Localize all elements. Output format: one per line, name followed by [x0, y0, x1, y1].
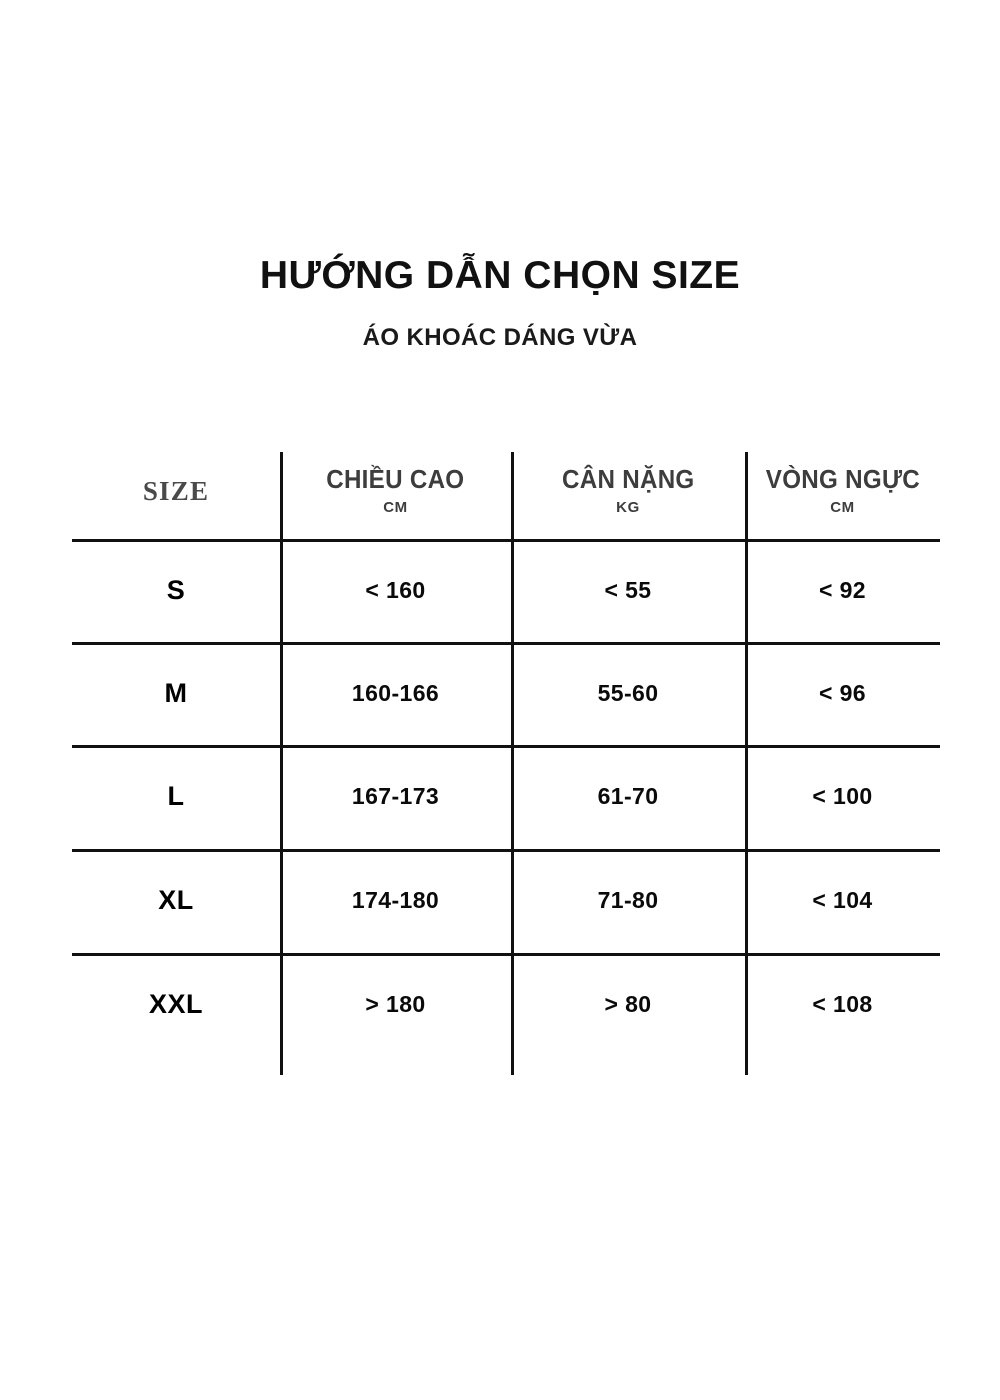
table-header-weight-label: CÂN NẶNG: [561, 463, 695, 494]
table-header-chest: VÒNG NGỰC CM: [745, 443, 940, 539]
size-chart-table: SIZE CHIỀU CAO CM CÂN NẶNG KG VÒNG NGỰC …: [72, 443, 940, 1075]
cell-weight: < 55: [604, 577, 652, 603]
table-row: XL: [72, 849, 280, 952]
table-row: 61-70: [511, 745, 745, 848]
row-divider-3: [72, 849, 940, 852]
cell-height: < 160: [365, 577, 426, 603]
cell-chest: < 96: [818, 680, 866, 706]
table-header-weight-unit: KG: [616, 498, 640, 516]
cell-chest: < 104: [812, 887, 873, 913]
table-header-height-unit: CM: [383, 498, 408, 516]
table-row: < 160: [280, 539, 511, 642]
cell-size: XL: [158, 885, 194, 915]
cell-height: 174-180: [351, 887, 440, 913]
cell-chest: < 92: [818, 577, 866, 603]
table-row: < 100: [745, 745, 940, 848]
column-divider-2: [511, 452, 514, 1075]
cell-weight: 61-70: [597, 783, 659, 809]
table-header-height-label: CHIỀU CAO: [326, 463, 465, 494]
row-divider-4: [72, 953, 940, 956]
table-row: < 104: [745, 849, 940, 952]
cell-weight: 55-60: [597, 680, 659, 706]
table-row: L: [72, 745, 280, 848]
cell-chest: < 108: [812, 991, 873, 1017]
table-row: 55-60: [511, 642, 745, 745]
table-header-size: SIZE: [72, 443, 280, 539]
table-row: < 108: [745, 953, 940, 1056]
table-header-chest-unit: CM: [830, 498, 855, 516]
table-row: > 180: [280, 953, 511, 1056]
row-divider-header: [72, 539, 940, 542]
column-divider-3: [745, 452, 748, 1075]
cell-height: 160-166: [351, 680, 440, 706]
table-row: 71-80: [511, 849, 745, 952]
table-row: 174-180: [280, 849, 511, 952]
cell-height: > 180: [365, 991, 426, 1017]
table-row: XXL: [72, 953, 280, 1056]
cell-height: 167-173: [351, 783, 440, 809]
column-divider-1: [280, 452, 283, 1075]
table-header-chest-label: VÒNG NGỰC: [765, 463, 920, 494]
table-row: < 92: [745, 539, 940, 642]
page-subtitle: ÁO KHOÁC DÁNG VỪA: [362, 324, 638, 351]
cell-size: L: [167, 781, 185, 811]
row-divider-2: [72, 745, 940, 748]
cell-weight: 71-80: [597, 887, 659, 913]
table-header-size-label: SIZE: [142, 476, 210, 506]
cell-size: M: [164, 678, 188, 708]
page-title: HƯỚNG DẪN CHỌN SIZE: [259, 254, 741, 297]
table-row: > 80: [511, 953, 745, 1056]
table-row: < 96: [745, 642, 940, 745]
table-row: M: [72, 642, 280, 745]
cell-size: XXL: [148, 989, 203, 1019]
cell-weight: > 80: [604, 991, 652, 1017]
cell-chest: < 100: [812, 783, 873, 809]
table-row: S: [72, 539, 280, 642]
table-row: < 55: [511, 539, 745, 642]
table-row: 160-166: [280, 642, 511, 745]
row-divider-1: [72, 642, 940, 645]
table-row: 167-173: [280, 745, 511, 848]
heading-block: HƯỚNG DẪN CHỌN SIZE ÁO KHOÁC DÁNG VỪA: [0, 252, 1000, 355]
cell-size: S: [166, 575, 186, 605]
table-header-height: CHIỀU CAO CM: [280, 443, 511, 539]
table-header-weight: CÂN NẶNG KG: [511, 443, 745, 539]
